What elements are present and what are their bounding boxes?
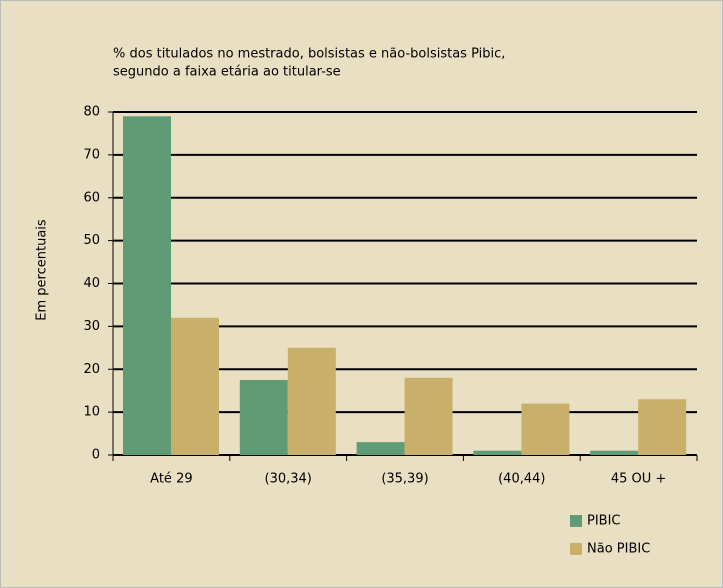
bar bbox=[123, 116, 171, 455]
y-tick-label: 50 bbox=[83, 233, 100, 248]
bar bbox=[638, 399, 687, 455]
y-axis-label: Em percentuais bbox=[35, 219, 50, 321]
legend-label: Não PIBIC bbox=[587, 542, 650, 557]
bar bbox=[239, 379, 288, 455]
bar bbox=[356, 442, 405, 455]
y-tick-label: 30 bbox=[83, 319, 100, 334]
chart-title: segundo a faixa etária ao titular-se bbox=[113, 65, 341, 80]
y-tick-label: 10 bbox=[83, 405, 100, 420]
x-tick-label: Até 29 bbox=[150, 472, 192, 487]
y-tick-label: 70 bbox=[83, 147, 100, 162]
legend-swatch bbox=[570, 515, 582, 527]
x-tick-label: 45 OU + bbox=[611, 472, 666, 487]
bar bbox=[590, 450, 639, 455]
y-tick-label: 80 bbox=[83, 105, 100, 120]
y-tick-label: 0 bbox=[92, 448, 100, 463]
chart-title: % dos titulados no mestrado, bolsistas e… bbox=[113, 47, 505, 62]
y-tick-label: 40 bbox=[83, 276, 100, 291]
bar bbox=[521, 403, 570, 455]
bar bbox=[287, 347, 336, 455]
x-tick-label: (40,44) bbox=[498, 472, 545, 487]
y-tick-label: 60 bbox=[83, 190, 100, 205]
bar bbox=[473, 450, 522, 455]
legend-label: PIBIC bbox=[587, 514, 621, 529]
bar bbox=[171, 317, 219, 455]
x-tick-label: (30,34) bbox=[265, 472, 312, 487]
y-tick-label: 20 bbox=[83, 362, 100, 377]
bar bbox=[404, 377, 453, 455]
x-tick-label: (35,39) bbox=[381, 472, 428, 487]
legend-swatch bbox=[570, 543, 582, 555]
